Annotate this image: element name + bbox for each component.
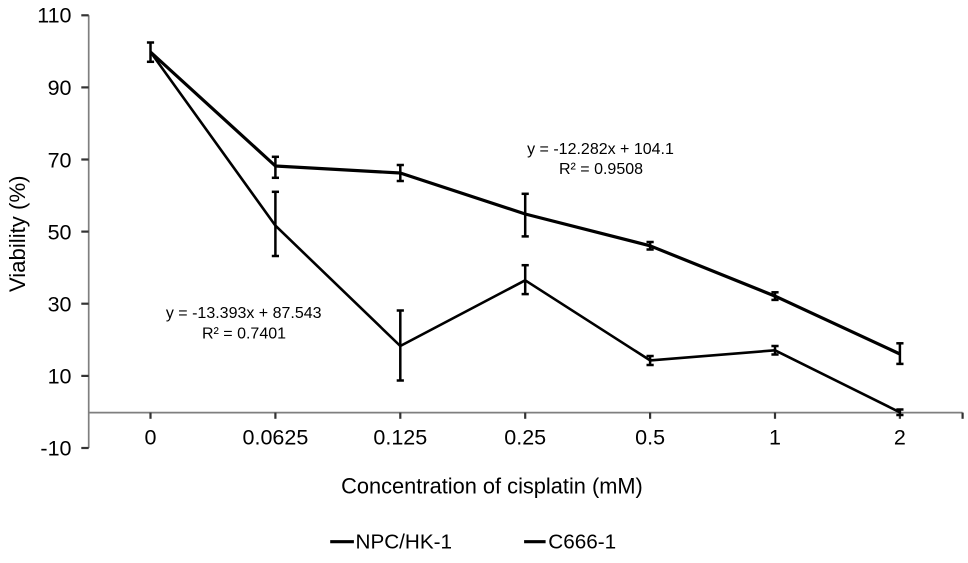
svg-text:0.25: 0.25: [504, 426, 546, 450]
svg-text:R² = 0.7401: R² = 0.7401: [202, 325, 286, 342]
svg-text:NPC/HK-1: NPC/HK-1: [356, 531, 453, 554]
svg-text:0.125: 0.125: [373, 426, 427, 450]
svg-text:2: 2: [894, 426, 906, 450]
svg-text:0.5: 0.5: [635, 426, 665, 450]
svg-text:R² = 0.9508: R² = 0.9508: [559, 161, 643, 178]
svg-text:70: 70: [48, 148, 72, 172]
svg-text:C666-1: C666-1: [548, 531, 616, 554]
svg-text:110: 110: [37, 3, 71, 27]
svg-text:0: 0: [145, 426, 157, 450]
svg-text:y = -13.393x + 87.543: y = -13.393x + 87.543: [166, 305, 322, 322]
svg-text:-10: -10: [40, 437, 71, 461]
svg-text:50: 50: [48, 220, 72, 244]
svg-text:y = -12.282x + 104.1: y = -12.282x + 104.1: [527, 141, 674, 158]
svg-text:10: 10: [48, 365, 72, 389]
svg-text:Viability (%): Viability (%): [5, 175, 30, 292]
svg-text:30: 30: [48, 293, 72, 317]
svg-text:90: 90: [48, 76, 72, 100]
svg-text:0.0625: 0.0625: [243, 426, 309, 450]
svg-text:Concentration of cisplatin (mM: Concentration of cisplatin (mM): [341, 473, 643, 498]
svg-text:1: 1: [769, 426, 781, 450]
